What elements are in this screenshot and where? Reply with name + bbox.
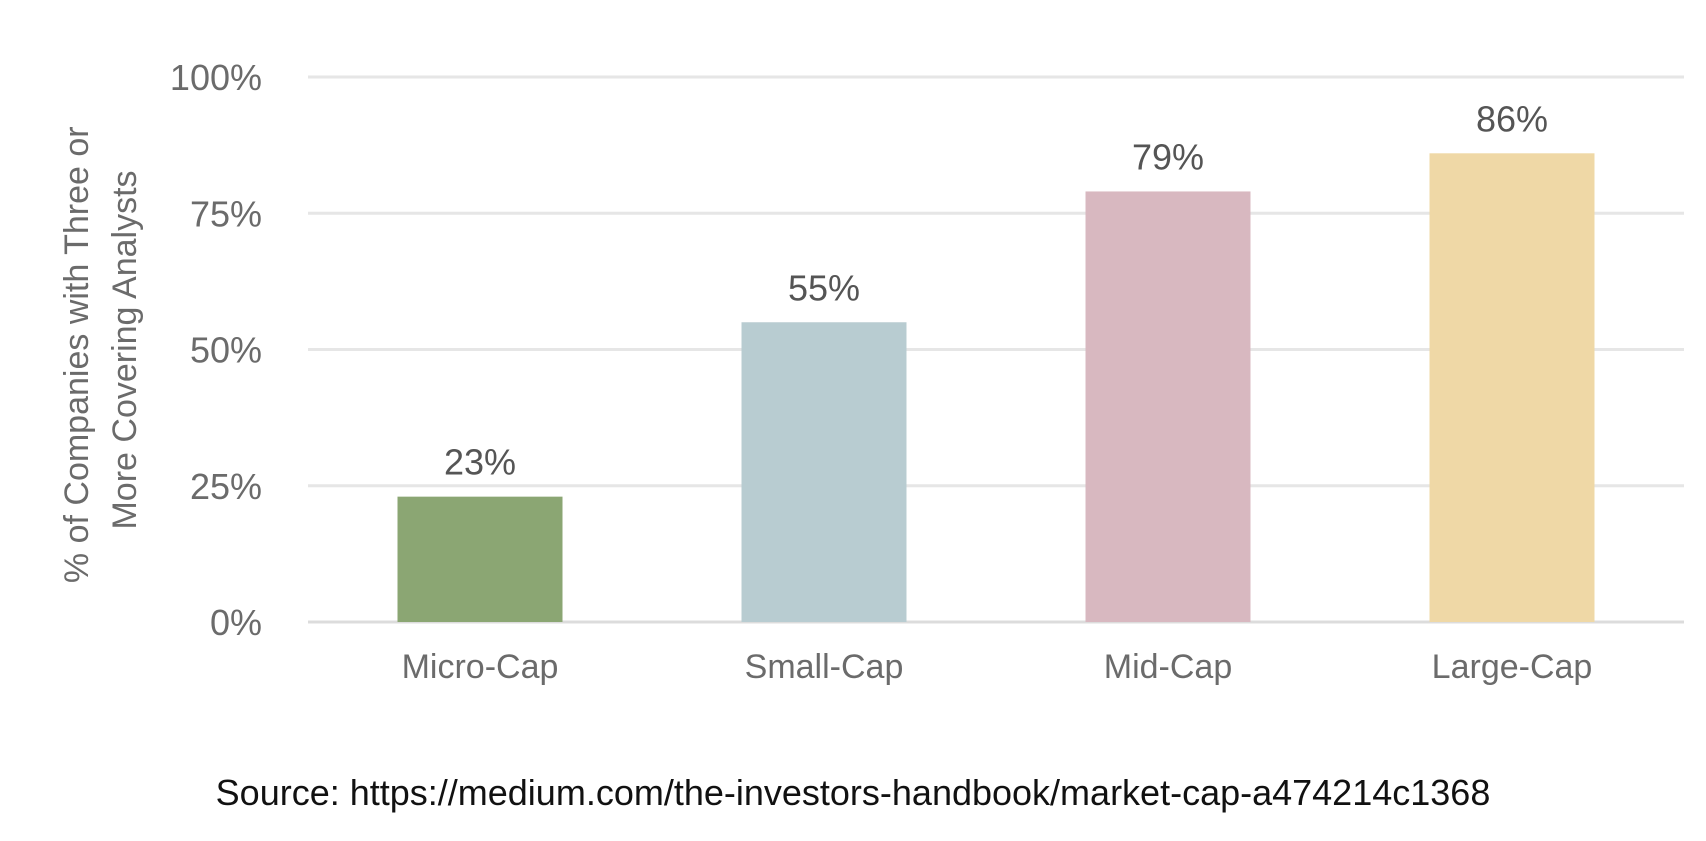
category-label: Micro-Cap (402, 648, 559, 686)
y-tick-label: 100% (170, 57, 262, 98)
y-axis-title: % of Companies with Three or More Coveri… (58, 117, 144, 583)
bar (741, 322, 907, 622)
y-axis-title-line-2: More Covering Analysts (106, 170, 144, 529)
bar (1085, 191, 1251, 622)
y-axis-title-line-1: % of Companies with Three or (58, 126, 96, 583)
y-tick-label: 75% (190, 193, 262, 234)
data-label: 55% (788, 267, 860, 308)
y-tick-label: 50% (190, 330, 262, 371)
source-caption: Source: https://medium.com/the-investors… (215, 772, 1491, 813)
y-tick-label: 25% (190, 466, 262, 507)
y-tick-label: 0% (210, 602, 262, 643)
category-label: Small-Cap (745, 648, 904, 686)
data-label: 86% (1476, 98, 1548, 139)
y-axis-tick-labels: 0% 25% 50% 75% 100% (170, 57, 262, 643)
x-axis-category-labels: Micro-Cap Small-Cap Mid-Cap Large-Cap (402, 648, 1593, 686)
bar-chart: 0% 25% 50% 75% 100% 23% 55% 79% 86% Micro-Cap Sm… (58, 57, 1684, 686)
category-label: Large-Cap (1432, 648, 1593, 686)
bar (1429, 153, 1595, 623)
data-label: 23% (444, 442, 516, 483)
data-labels: 23% 55% 79% 86% (444, 98, 1548, 482)
bar (397, 496, 563, 622)
bars (397, 153, 1595, 623)
category-label: Mid-Cap (1104, 648, 1232, 686)
data-label: 79% (1132, 136, 1204, 177)
